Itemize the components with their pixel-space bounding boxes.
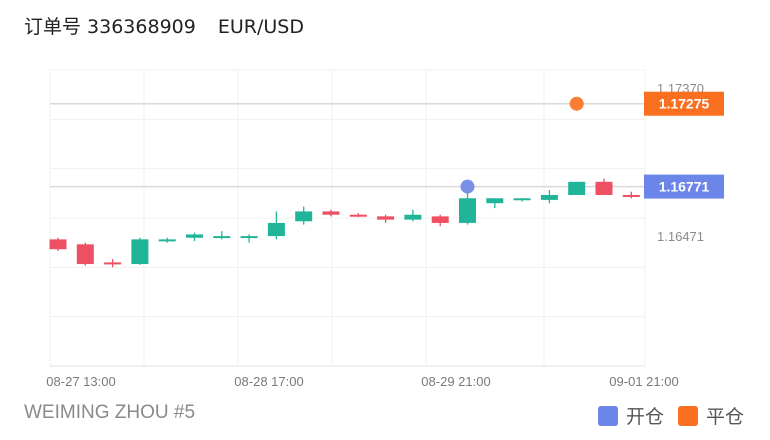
candle-body-up	[540, 194, 558, 200]
candle-body-up	[404, 214, 422, 220]
candle-body-up	[213, 236, 231, 239]
candle-body-up	[513, 198, 531, 201]
open-price-label: 1.16771	[659, 179, 710, 195]
candle-body-up	[240, 236, 258, 239]
candle-body-up	[295, 211, 313, 222]
candle-body-up	[459, 198, 476, 223]
open-price-tag	[644, 174, 724, 199]
candle-body-up	[186, 234, 203, 238]
legend-swatch-open	[597, 405, 618, 426]
legend-item-close: 平仓	[677, 402, 744, 429]
open-position-marker	[460, 179, 475, 194]
x-tick-label: 08-27 13:00	[46, 374, 115, 389]
legend-label-open: 开仓	[625, 406, 664, 428]
account-label: WEIMING ZHOU #5	[24, 402, 196, 423]
candle-body-down	[104, 262, 122, 265]
candle-body-down	[431, 216, 449, 223]
candle-body-up	[131, 239, 149, 265]
candle-body-down	[377, 216, 395, 220]
chart-header: 订单号 336368909 EUR/USD	[24, 12, 304, 39]
currency-pair: EUR/USD	[217, 16, 304, 38]
candle-body-up	[486, 198, 504, 204]
candle-body-down	[76, 244, 94, 265]
candle-body-down	[322, 211, 340, 215]
close-position-marker	[569, 96, 584, 111]
candle-body-up	[158, 239, 176, 242]
candle-body-down	[595, 181, 613, 195]
legend-swatch-close	[677, 405, 698, 426]
x-tick-label: 08-28 17:00	[234, 374, 303, 389]
candle-body-down	[622, 194, 640, 197]
x-tick-label: 08-29 21:00	[421, 374, 490, 389]
close-price-tag	[644, 91, 724, 116]
x-tick-label: 09-01 21:00	[609, 374, 678, 389]
candle-body-down	[49, 239, 67, 250]
candle-body-down	[349, 214, 367, 217]
close-price-label: 1.17275	[659, 96, 710, 112]
y-tick-label: 1.16471	[657, 229, 704, 244]
candle-body-up	[568, 181, 586, 195]
chart-legend: 开仓 平仓	[584, 402, 744, 429]
candle-body-up	[267, 222, 285, 237]
legend-item-open: 开仓	[597, 402, 664, 429]
legend-label-close: 平仓	[705, 406, 744, 428]
order-number: 订单号 336368909	[24, 16, 196, 38]
